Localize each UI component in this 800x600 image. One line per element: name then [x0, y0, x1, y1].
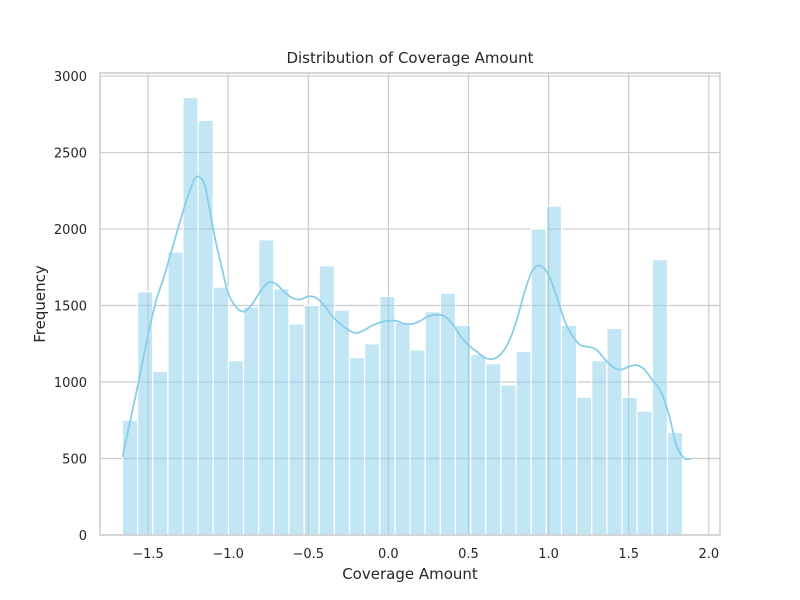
histogram-bar [560, 324, 578, 536]
histogram-bar [666, 431, 684, 536]
histogram-bar [152, 370, 169, 536]
y-axis-label: Frequency [31, 265, 49, 343]
histogram-bar [379, 295, 396, 536]
histogram-bar [242, 306, 260, 536]
histogram-bar [273, 288, 290, 536]
x-tick-label: 1.5 [618, 547, 639, 562]
histogram-bar [545, 205, 563, 536]
histogram-bar [364, 343, 381, 536]
histogram-bar [197, 119, 214, 536]
y-tick-label: 2500 [54, 147, 87, 162]
histogram-bar [348, 356, 366, 536]
histogram-bar [485, 363, 502, 536]
histogram-bar [606, 327, 623, 536]
x-tick-label: −1.0 [212, 547, 244, 562]
histogram-bar [167, 251, 184, 536]
histogram-bar [500, 384, 517, 536]
histogram-bar [409, 349, 426, 536]
histogram-bar [470, 353, 487, 536]
histogram-bar [288, 323, 305, 536]
histogram-bars [121, 96, 684, 536]
kde-curve [121, 175, 692, 461]
histogram-bar [227, 360, 245, 536]
histogram-bar [424, 311, 441, 536]
y-tick-label: 1000 [54, 376, 87, 391]
histogram-bar [530, 228, 547, 536]
histogram-bar [621, 396, 638, 536]
x-tick-label: 0.5 [458, 547, 479, 562]
histogram-bar [212, 286, 230, 536]
histogram-bar [591, 360, 608, 536]
histogram-bar [454, 324, 472, 536]
histogram-bar [182, 96, 199, 536]
histogram-bar [636, 410, 653, 536]
plot-frame [99, 72, 721, 536]
x-tick-labels: −1.5 −1.0 −0.5 0.0 0.5 1.0 1.5 2.0 [132, 547, 719, 562]
histogram-bar [333, 309, 351, 536]
y-tick-label: 0 [79, 529, 87, 544]
chart-title: Distribution of Coverage Amount [286, 49, 533, 67]
y-tick-label: 1500 [54, 300, 87, 315]
x-tick-label: −1.5 [132, 547, 164, 562]
x-tick-label: 2.0 [698, 547, 719, 562]
histogram-bar [515, 350, 532, 536]
histogram-bar [136, 291, 154, 536]
histogram-bar [394, 321, 411, 536]
histogram-bar [651, 259, 669, 536]
x-tick-label: 0.0 [378, 547, 399, 562]
x-axis-label: Coverage Amount [342, 565, 478, 583]
y-tick-label: 2000 [54, 223, 87, 238]
histogram-bar [121, 419, 139, 536]
histogram-bar [576, 396, 593, 536]
x-tick-label: −0.5 [292, 547, 324, 562]
x-tick-label: 1.0 [538, 547, 559, 562]
y-tick-label: 3000 [54, 70, 87, 85]
y-tick-label: 500 [62, 453, 87, 468]
histogram-bar [439, 292, 457, 536]
kde-curve-layer [121, 175, 692, 461]
histogram-bar [303, 304, 320, 536]
y-tick-labels: 0 500 1000 1500 2000 2500 3000 [54, 70, 87, 544]
histogram-bar [318, 265, 335, 536]
